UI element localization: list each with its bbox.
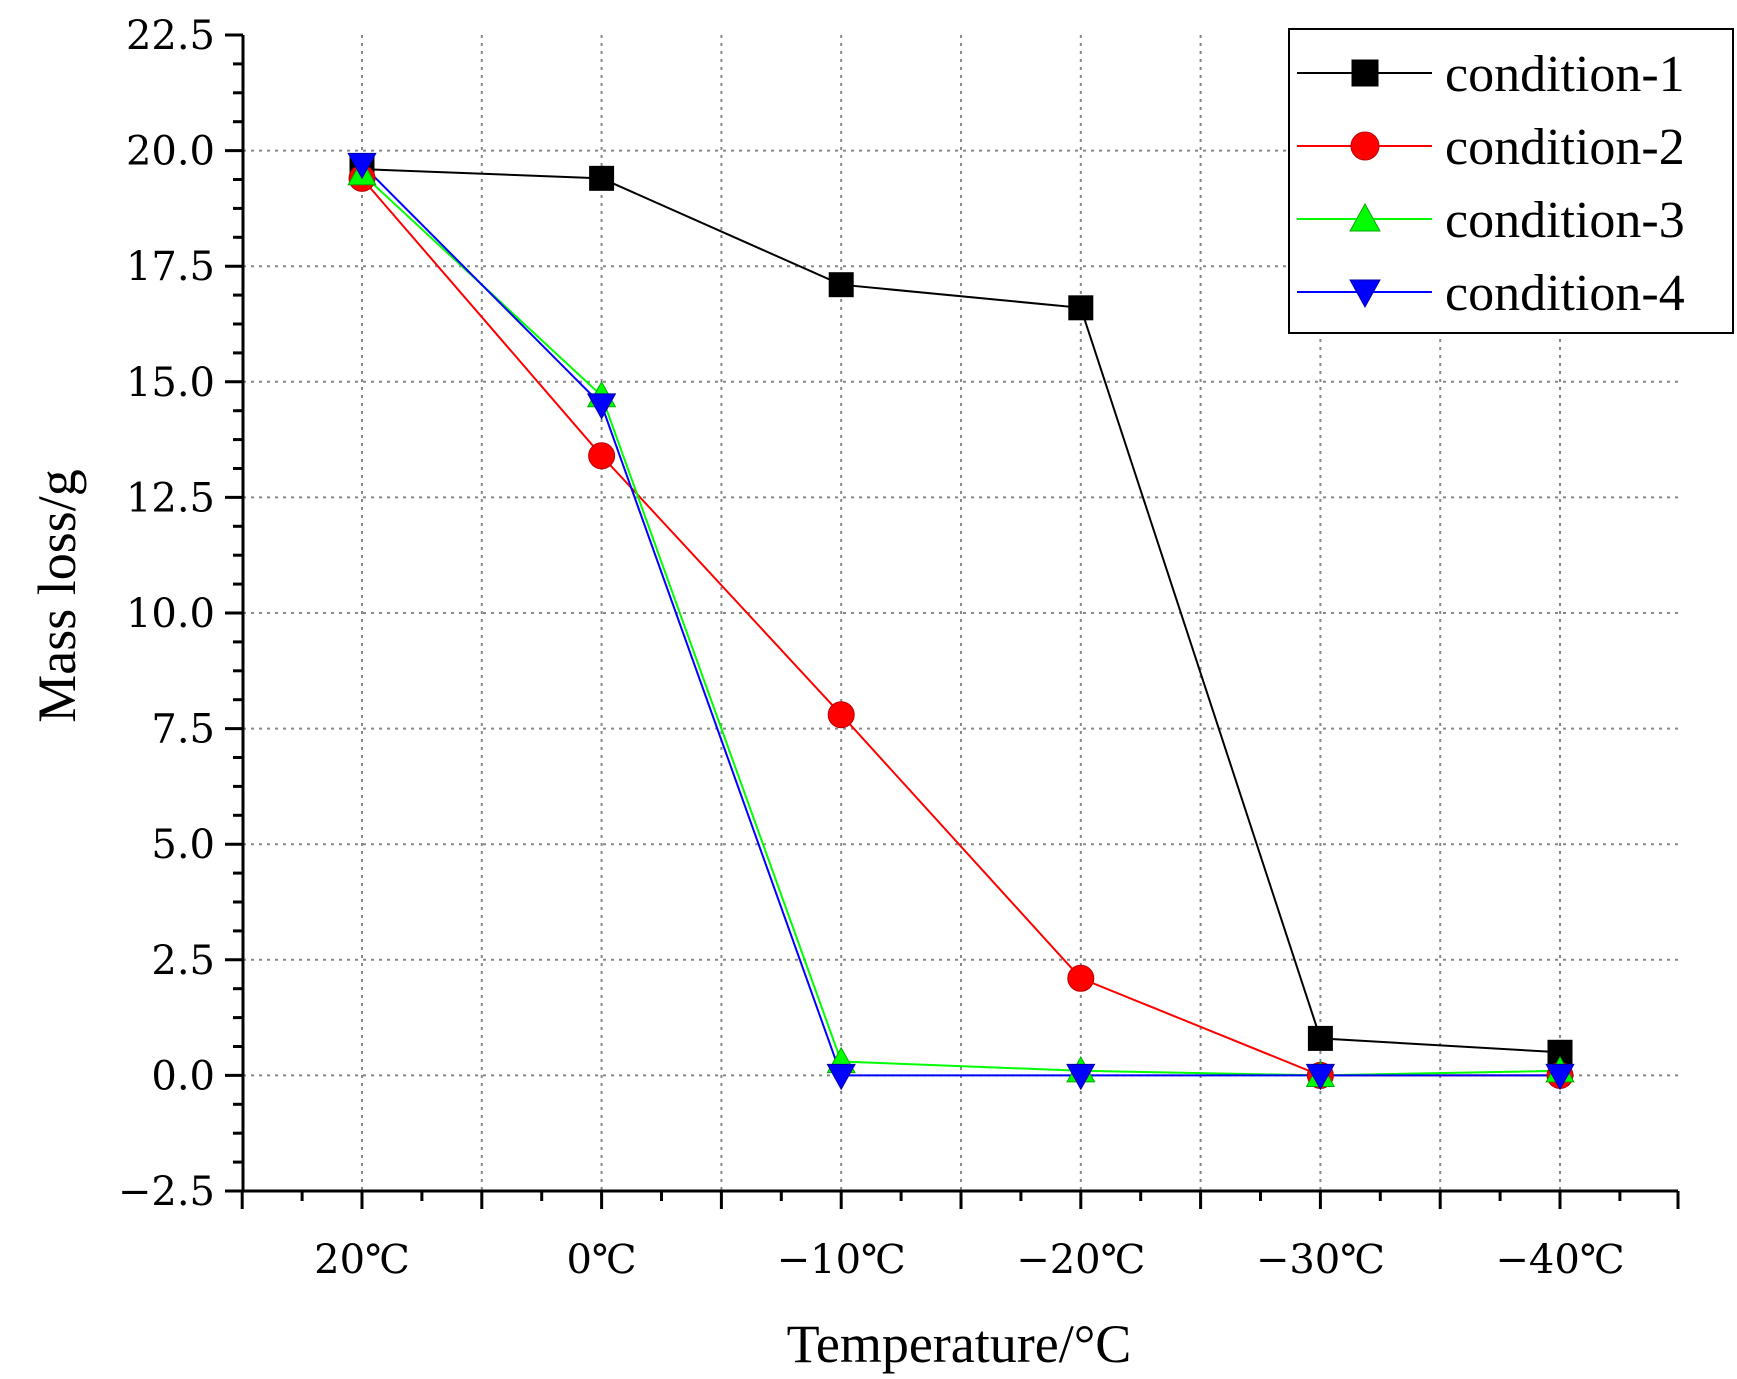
x-tick-label: −40℃ — [1495, 1237, 1624, 1283]
y-tick-label: 10.0 — [126, 591, 215, 637]
legend-marker — [1349, 203, 1381, 232]
x-axis-title: Temperature/°C — [787, 1314, 1132, 1374]
data-point-condition-4 — [347, 152, 377, 180]
data-point-condition-2 — [588, 442, 616, 470]
data-point-condition-4 — [586, 393, 617, 420]
series-line-condition-1 — [361, 168, 1561, 1054]
y-tick-label: 15.0 — [126, 360, 215, 406]
y-tick-label: 20.0 — [126, 129, 215, 175]
series-lines — [361, 163, 1561, 1077]
y-tick-label: 0.0 — [151, 1053, 215, 1099]
y-tick-label: 12.5 — [126, 475, 215, 521]
y-tick-label: 7.5 — [151, 707, 215, 753]
legend-label: condition-4 — [1445, 265, 1685, 322]
data-point-condition-4 — [1305, 1063, 1336, 1091]
y-tick-label: 17.5 — [126, 244, 215, 290]
legend-label: condition-1 — [1445, 46, 1685, 103]
x-tick-label: −10℃ — [777, 1237, 906, 1283]
axes: −2.5 0.0 2.5 5.0 7.5 10.0 12.5 15.0 17.5 20.0 22.5… — [118, 13, 1680, 1283]
x-tick-label: 20℃ — [314, 1237, 410, 1283]
x-tick-label: −30℃ — [1256, 1237, 1385, 1283]
y-tick-label: 22.5 — [126, 13, 215, 59]
y-axis-title: Mass loss/g — [27, 469, 87, 723]
data-point-condition-1 — [1307, 1025, 1333, 1051]
data-point-condition-4 — [1066, 1063, 1096, 1091]
series-markers — [347, 152, 1575, 1091]
legend-label: condition-2 — [1445, 119, 1685, 176]
y-tick-label: 2.5 — [151, 938, 215, 984]
data-point-condition-1 — [589, 165, 615, 191]
data-point-condition-2 — [827, 701, 855, 729]
data-point-condition-4 — [1545, 1063, 1575, 1091]
legend: condition-1 condition-2 condition-3 conditi… — [1288, 28, 1734, 334]
y-tick-label: −2.5 — [118, 1169, 215, 1215]
y-tick-label: 5.0 — [151, 822, 215, 868]
legend-marker — [1349, 279, 1381, 308]
series-line-condition-4 — [361, 163, 1560, 1077]
x-tick-label: 0℃ — [566, 1237, 636, 1283]
data-point-condition-1 — [1068, 295, 1094, 321]
data-point-condition-2 — [1067, 964, 1095, 992]
legend-marker — [1351, 59, 1379, 87]
x-tick-label: −20℃ — [1016, 1237, 1145, 1283]
legend-marker — [1350, 131, 1380, 161]
legend-label: condition-3 — [1445, 192, 1685, 249]
data-point-condition-4 — [826, 1063, 856, 1091]
data-point-condition-1 — [828, 272, 854, 298]
